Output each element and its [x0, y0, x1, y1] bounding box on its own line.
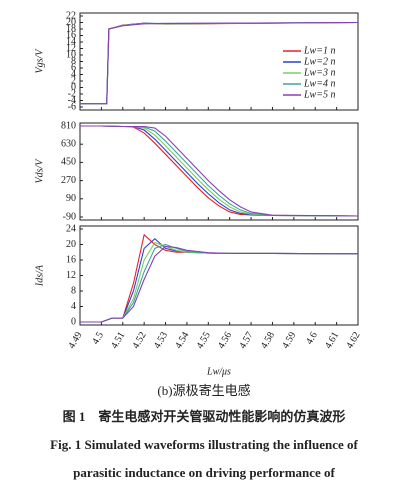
series-line [80, 237, 359, 323]
x-tick-label: 4.49 [66, 330, 84, 351]
x-tick-label: 4.6 [304, 330, 320, 346]
y-tick-label: -6 [68, 101, 76, 112]
legend-label: Lw=1 n [303, 45, 335, 56]
series-line [80, 21, 359, 105]
y-tick-label: 16 [66, 30, 76, 41]
x-tick-label: 4.54 [173, 330, 191, 351]
y-tick-label: 90 [66, 193, 76, 204]
y-axis-label: Vgs/V [34, 48, 45, 74]
y-tick-label: 22 [66, 10, 76, 21]
y-tick-label: 20 [66, 239, 76, 250]
plot-frame [79, 225, 359, 326]
x-tick-label: 4.57 [237, 330, 255, 351]
y-tick-label: 4 [71, 301, 76, 312]
y-tick-label: 24 [66, 223, 76, 234]
y-tick-label: 16 [66, 254, 76, 265]
series-line [80, 233, 359, 323]
y-tick-label: 270 [61, 175, 76, 186]
y-axis-label: Ids/A [34, 264, 45, 287]
y-axis-label: Vds/V [34, 158, 45, 184]
x-axis-label: Lw/μs [206, 366, 231, 377]
x-tick-label: 4.61 [323, 330, 341, 351]
x-tick-label: 4.55 [195, 330, 213, 351]
series-line [80, 125, 359, 217]
y-tick-label: -2 [68, 88, 76, 99]
legend-label: Lw=4 n [303, 78, 335, 89]
caption-en: Fig. 1 Simulated waveforms illustrating … [50, 437, 358, 452]
legend-label: Lw=3 n [303, 67, 335, 78]
plot-frame [79, 122, 359, 221]
legend-label: Lw=2 n [303, 56, 335, 67]
legend-label: Lw=5 n [303, 89, 335, 100]
y-tick-label: 10 [66, 49, 76, 60]
y-tick-label: 8 [71, 285, 76, 296]
caption-en: parasitic inductance on driving performa… [73, 465, 335, 480]
y-tick-label: 14 [66, 36, 76, 47]
y-tick-label: -90 [63, 211, 76, 222]
y-tick-label: 6 [71, 62, 76, 73]
y-tick-label: 12 [66, 43, 76, 54]
y-tick-label: 4 [71, 69, 76, 80]
series-line [80, 245, 359, 323]
series-line [80, 241, 359, 323]
x-tick-label: 4.53 [152, 330, 170, 351]
y-tick-label: 810 [61, 120, 76, 131]
y-tick-label: 8 [71, 56, 76, 67]
y-tick-label: 630 [61, 138, 76, 149]
x-tick-label: 4.56 [216, 330, 234, 351]
x-tick-label: 4.51 [109, 330, 127, 351]
y-tick-label: -4 [68, 95, 76, 106]
y-tick-label: 0 [71, 82, 76, 93]
subcaption: (b)源极寄生电感 [157, 383, 250, 398]
y-tick-label: 18 [66, 23, 76, 34]
x-tick-label: 4.59 [280, 330, 298, 351]
x-tick-label: 4.58 [259, 330, 277, 351]
y-tick-label: 12 [66, 270, 76, 281]
y-tick-label: 450 [61, 157, 76, 168]
y-tick-label: 0 [71, 316, 76, 327]
x-tick-label: 4.5 [90, 330, 106, 346]
series-line [80, 125, 359, 217]
x-tick-label: 4.62 [344, 330, 362, 351]
series-line [80, 243, 359, 323]
y-tick-label: 2 [71, 75, 76, 86]
caption-zh: 图 1 寄生电感对开关管驱动性能影响的仿真波形 [63, 409, 346, 424]
x-tick-label: 4.52 [130, 330, 148, 351]
y-tick-label: 20 [66, 17, 76, 28]
